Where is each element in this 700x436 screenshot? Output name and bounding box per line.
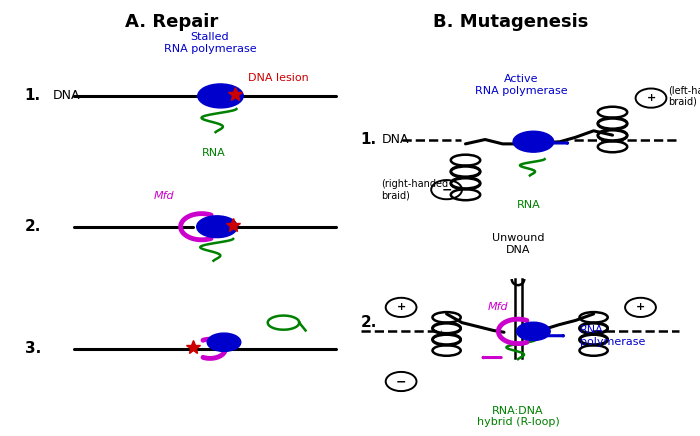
Text: RNA
polymerase: RNA polymerase	[580, 325, 645, 347]
Ellipse shape	[197, 84, 244, 108]
Text: DNA: DNA	[382, 133, 409, 146]
Text: 2.: 2.	[360, 315, 377, 330]
Text: +: +	[396, 303, 406, 312]
Text: DNA: DNA	[52, 89, 80, 102]
Text: −: −	[396, 375, 406, 388]
Text: (left-handed
braid): (left-handed braid)	[668, 85, 700, 107]
Text: Stalled
RNA polymerase: Stalled RNA polymerase	[164, 32, 256, 54]
Text: Unwound
DNA: Unwound DNA	[491, 233, 545, 255]
Text: B. Mutagenesis: B. Mutagenesis	[433, 13, 589, 31]
Text: +: +	[636, 303, 645, 312]
Text: 2.: 2.	[25, 219, 41, 234]
Text: −: −	[442, 183, 452, 196]
Text: Active
RNA polymerase: Active RNA polymerase	[475, 74, 568, 96]
Text: 3.: 3.	[25, 341, 41, 356]
Ellipse shape	[517, 322, 550, 341]
Text: 1.: 1.	[25, 89, 41, 103]
Text: +: +	[646, 93, 656, 103]
Text: A. Repair: A. Repair	[125, 13, 218, 31]
Text: 1.: 1.	[360, 132, 377, 147]
Text: RNA: RNA	[517, 200, 540, 210]
Text: RNA:DNA
hybrid (R-loop): RNA:DNA hybrid (R-loop)	[477, 405, 559, 427]
Text: RNA: RNA	[202, 148, 225, 157]
Text: (right-handed
braid): (right-handed braid)	[382, 179, 449, 201]
Text: DNA lesion: DNA lesion	[248, 74, 309, 83]
Ellipse shape	[207, 333, 241, 351]
Text: Mfd: Mfd	[154, 191, 175, 201]
Ellipse shape	[197, 216, 237, 238]
Text: Mfd: Mfd	[488, 303, 509, 312]
Ellipse shape	[513, 131, 554, 152]
